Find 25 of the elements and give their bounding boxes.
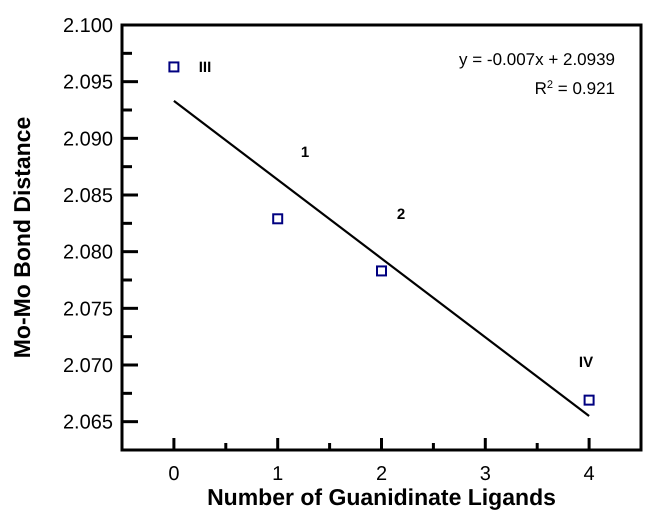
point <box>168 61 180 72</box>
y-tick-label: 2.080 <box>62 242 113 264</box>
annotation: IV <box>578 354 594 371</box>
point <box>584 394 595 406</box>
point <box>272 213 284 224</box>
x-tick-label: 3 <box>480 463 491 485</box>
y-tick-label: 2.090 <box>62 128 113 150</box>
x-axis-title: Number of Guanidinate Ligands <box>207 484 556 510</box>
y-tick-label: 2.075 <box>62 298 113 320</box>
y-tick-label: 2.065 <box>62 412 113 434</box>
point <box>376 265 387 276</box>
annotation: R$^{2}$ = 0.921 <box>534 79 615 98</box>
y-tick-label: 2.100 <box>62 15 113 37</box>
x-tick-label: 0 <box>168 463 180 485</box>
x-tick-label: 1 <box>272 463 284 485</box>
y-axis-title: Mo-Mo Bond Distance <box>9 116 35 358</box>
y-tick-label: 2.095 <box>62 72 113 94</box>
y-tick-label: 2.085 <box>62 185 113 207</box>
annotation: 1 <box>300 144 310 161</box>
x-tick-label: 2 <box>376 463 388 485</box>
annotation: III <box>198 58 212 76</box>
x-tick-label: 4 <box>584 463 595 485</box>
annotation: y = -0.007x + 2.0939 <box>459 50 615 69</box>
annotation: 2 <box>396 206 406 223</box>
y-tick-label: 2.070 <box>62 355 113 377</box>
